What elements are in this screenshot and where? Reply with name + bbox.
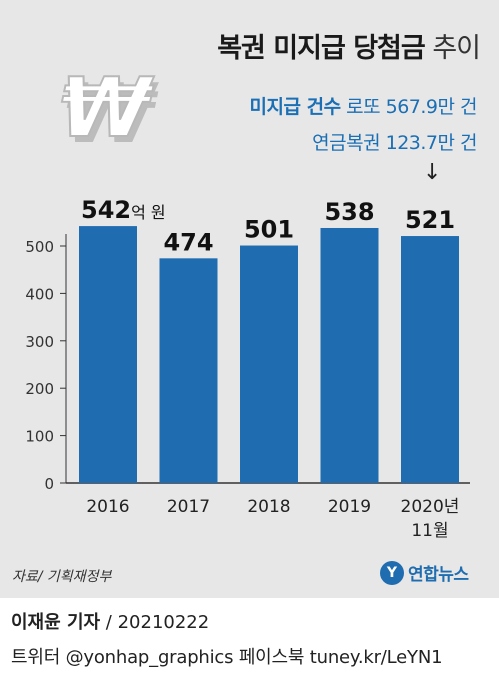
bar-4 bbox=[401, 236, 459, 483]
data-label-0: 542억 원 bbox=[81, 196, 166, 224]
y-tick-label: 400 bbox=[25, 285, 54, 303]
note-pension-text: 연금복권 123.7만 건 bbox=[312, 132, 477, 154]
data-label-1: 474 bbox=[163, 228, 213, 256]
down-arrow-icon: ↓ bbox=[423, 160, 442, 185]
chart-title: 복권 미지급 당첨금 추이 bbox=[0, 26, 481, 65]
bar-2 bbox=[240, 245, 298, 483]
y-tick-label: 0 bbox=[44, 475, 54, 493]
x-tick-label-4-line2: 11월 bbox=[411, 521, 448, 541]
note-lotto: 미지급 건수 로또 567.9만 건 bbox=[249, 92, 478, 119]
logo-name: 연합뉴스 bbox=[408, 565, 469, 585]
social-links: 트위터 @yonhap_graphics 페이스북 tuney.kr/LeYN1 bbox=[11, 647, 443, 668]
y-tick-label: 300 bbox=[25, 333, 54, 351]
byline: 이재윤 기자 / 20210222 bbox=[11, 608, 209, 634]
bar-3 bbox=[320, 227, 379, 483]
x-tick-label-1: 2017 bbox=[167, 497, 210, 517]
data-label-2: 501 bbox=[244, 216, 294, 244]
x-tick-label-0: 2016 bbox=[86, 497, 129, 517]
data-label-3: 538 bbox=[324, 198, 374, 226]
title-strong: 복권 미지급 당첨금 bbox=[217, 33, 426, 64]
svg-text:₩: ₩ bbox=[49, 60, 160, 156]
x-tick-label-4: 2020년 bbox=[401, 497, 460, 517]
bars bbox=[79, 226, 459, 484]
logo-mark-icon: Y bbox=[380, 560, 404, 585]
title-weak: 추이 bbox=[424, 33, 481, 64]
x-tick-label-3: 2019 bbox=[328, 497, 371, 517]
y-tick-label: 200 bbox=[25, 380, 54, 398]
x-tick-labels: 2016 2017 2018 2019 2020년 11월 bbox=[86, 497, 459, 541]
svg-text:₩: ₩ bbox=[54, 66, 165, 162]
source-note: 자료/ 기획재정부 bbox=[12, 569, 112, 585]
bar-0 bbox=[79, 226, 137, 484]
byline-date: / 20210222 bbox=[100, 612, 210, 633]
won-sign-icon: ₩ ₩ bbox=[48, 59, 165, 162]
bar-1 bbox=[159, 258, 218, 483]
chart-panel: ₩ ₩ 0 100 200 300 400 500 542억 원 474 501 538 521 … bbox=[0, 0, 499, 598]
note-lotto-text: 로또 567.9만 건 bbox=[340, 96, 477, 118]
reporter-name: 이재윤 기자 bbox=[11, 612, 101, 633]
data-label-4: 521 bbox=[405, 206, 455, 234]
y-tick-label: 100 bbox=[25, 428, 54, 446]
note-pension: 연금복권 123.7만 건 bbox=[312, 128, 477, 155]
data-label-unit: 억 원 bbox=[131, 203, 166, 222]
note-heading: 미지급 건수 bbox=[249, 96, 342, 118]
data-labels: 542억 원 474 501 538 521 bbox=[81, 196, 455, 256]
y-tick-label: 500 bbox=[25, 238, 54, 256]
x-tick-label-2: 2018 bbox=[247, 497, 290, 517]
yonhap-logo: Y 연합뉴스 bbox=[380, 560, 469, 585]
